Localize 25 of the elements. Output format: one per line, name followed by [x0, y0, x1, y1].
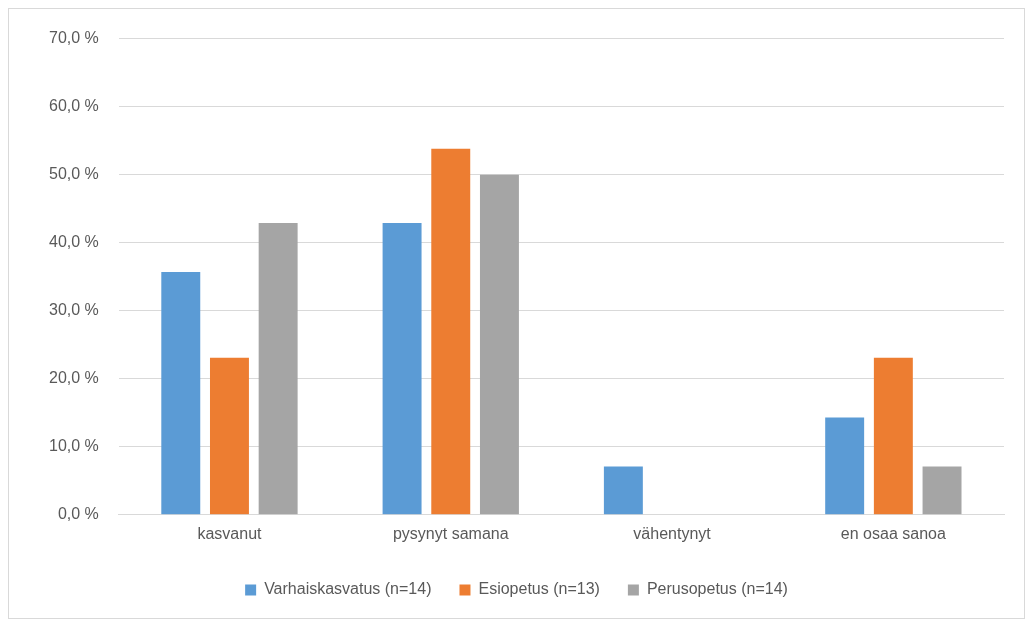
- y-tick-label: 20,0 %: [49, 369, 99, 387]
- bar: [431, 148, 471, 515]
- x-tick-label: en osaa sanoa: [840, 524, 946, 542]
- bar: [873, 357, 913, 515]
- legend-label: Perusopetus (n=14): [646, 580, 788, 598]
- x-tick-label: pysynyt samana: [392, 524, 509, 542]
- y-tick-label: 30,0 %: [49, 301, 99, 319]
- y-tick-label: 10,0 %: [49, 437, 99, 455]
- x-tick-label: vähentynyt: [633, 524, 712, 542]
- y-tick-label: 60,0 %: [49, 97, 99, 115]
- bar: [258, 222, 298, 515]
- legend-label: Esiopetus (n=13): [478, 580, 600, 598]
- legend-label: Varhaiskasvatus (n=14): [264, 580, 432, 598]
- bar: [161, 271, 201, 515]
- bar: [825, 417, 865, 515]
- bar: [382, 222, 422, 515]
- x-tick-label: kasvanut: [197, 524, 263, 542]
- y-tick-label: 0,0 %: [57, 505, 99, 523]
- y-tick-label: 70,0 %: [49, 29, 99, 47]
- bar: [479, 174, 519, 515]
- y-tick-label: 50,0 %: [49, 165, 99, 183]
- y-tick-label: 40,0 %: [49, 233, 99, 251]
- bar: [922, 466, 962, 515]
- bar: [209, 357, 249, 515]
- bar: [603, 466, 643, 515]
